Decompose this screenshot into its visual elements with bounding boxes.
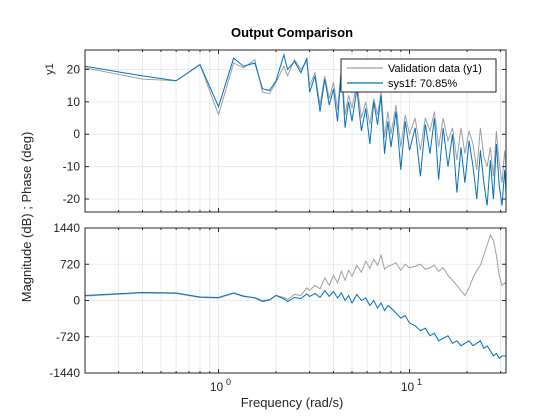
axes-box: [84, 49, 507, 213]
legend: Validation data (y1) sys1f: 70.85%: [340, 58, 497, 93]
y-tick-label: -720: [56, 330, 80, 344]
y-tick-label: -20: [63, 192, 81, 206]
model-line-phase: [85, 289, 506, 360]
model-line-magnitude: [85, 52, 506, 206]
x-tick-label: 10: [210, 380, 224, 394]
y-tick-label: 10: [67, 95, 81, 109]
y-tick-label: 0: [73, 127, 80, 141]
y-tick-label: -1440: [49, 366, 80, 380]
x-tick-label-exponent: 0: [226, 377, 231, 387]
y-tick-label: 20: [67, 62, 81, 76]
x-tick-label-exponent: 1: [417, 377, 422, 387]
y-tick-label: 720: [60, 257, 80, 271]
y-tick-label: -10: [63, 160, 81, 174]
y-tick-label: 0: [73, 294, 80, 308]
y-tick-label: 1440: [53, 221, 80, 235]
x-axis-label: Frequency (rad/s): [241, 395, 344, 410]
y-axis-label: Magnitude (dB) ; Phase (deg): [19, 132, 34, 303]
validation-line-magnitude: [85, 58, 506, 183]
legend-box: [340, 58, 497, 93]
chart-title: Output Comparison: [231, 25, 353, 40]
legend-entry-validation: Validation data (y1): [388, 63, 482, 75]
x-tick-label: 10: [401, 380, 415, 394]
panel-y-label: y1: [44, 63, 56, 75]
validation-line-phase: [85, 233, 506, 302]
legend-entry-model: sys1f: 70.85%: [388, 78, 457, 90]
